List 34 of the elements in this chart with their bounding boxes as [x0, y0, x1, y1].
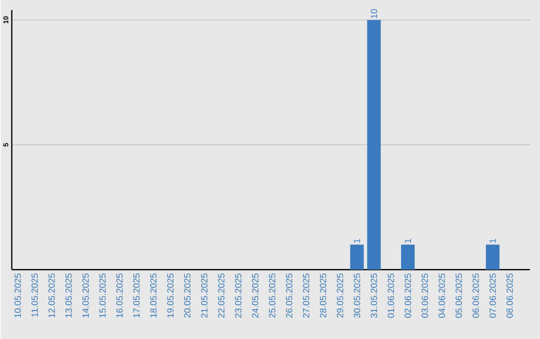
x-tick-label: 17.05.2025 — [133, 273, 140, 318]
x-tick-label: 02.06.2025 — [404, 273, 412, 318]
x-tick-label: 23.05.2025 — [235, 273, 242, 318]
x-tick-label: 03.06.2025 — [422, 273, 428, 318]
x-tick-label: 28.05.2025 — [320, 273, 326, 318]
x-tick-label: 25.05.2025 — [268, 273, 276, 318]
x-tick-label: 19.05.2025 — [167, 273, 174, 318]
x-tick-label: 07.06.2025 — [490, 273, 496, 318]
x-tick-label: 10.05.2025 — [14, 273, 21, 318]
x-tick-label: 04.06.2025 — [438, 273, 445, 318]
x-tick-label: 22.05.2025 — [218, 273, 224, 318]
x-tick-label: 11.05.2025 — [32, 273, 38, 316]
data-label: 1 — [354, 238, 360, 243]
x-tick-label: 20.05.2025 — [184, 273, 191, 318]
x-tick-label: 06.06.2025 — [472, 273, 479, 318]
x-tick-label: 14.05.2025 — [82, 273, 89, 318]
x-tick-label: 12.05.2025 — [48, 273, 55, 318]
data-label: 10 — [370, 8, 378, 18]
x-tick-label: 18.05.2025 — [150, 273, 157, 318]
x-tick-label: 24.05.2025 — [252, 273, 258, 318]
data-label: 1 — [404, 238, 411, 243]
x-tick-label: 05.06.2025 — [456, 273, 462, 318]
x-tick-label: 08.06.2025 — [506, 273, 513, 318]
x-tick-label: 13.05.2025 — [65, 273, 72, 318]
x-tick-label: 16.05.2025 — [116, 273, 123, 318]
x-tick-label: 01.06.2025 — [388, 273, 394, 318]
x-tick-label: 30.05.2025 — [354, 273, 360, 318]
data-label: 1 — [490, 238, 496, 243]
x-tick-label: 31.05.2025 — [370, 273, 378, 318]
x-tick-label: 29.05.2025 — [336, 273, 344, 318]
x-tick-label: 27.05.2025 — [302, 273, 310, 318]
x-tick-label: 21.05.2025 — [201, 273, 208, 318]
x-tick-label: 15.05.2025 — [99, 273, 106, 318]
x-tick-label: 26.05.2025 — [286, 273, 292, 318]
